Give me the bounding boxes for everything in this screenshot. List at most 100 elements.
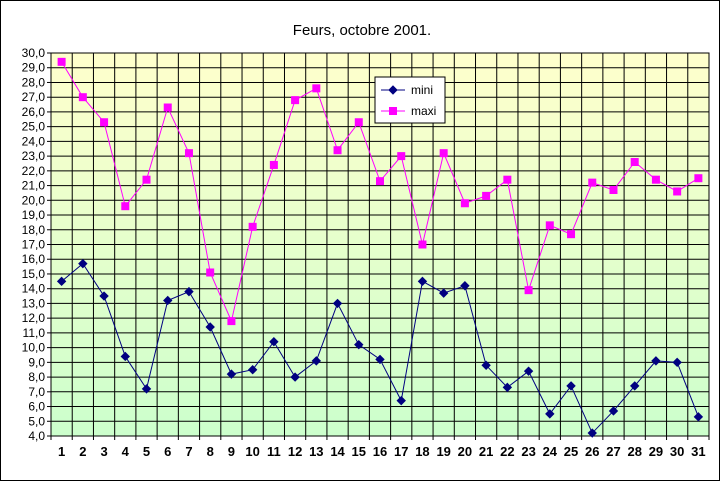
data-point-maxi [269,160,278,169]
data-point-mini [205,322,215,332]
y-tick-label: 18,0 [22,223,46,237]
data-point-mini [311,356,322,366]
x-tick-label: 24 [543,444,558,459]
y-tick-label: 12,0 [22,311,46,325]
data-point-mini [269,337,279,347]
data-point-mini [608,406,619,416]
data-point-maxi [333,146,342,155]
data-point-maxi [163,103,172,112]
data-point-mini [247,365,258,375]
data-point-mini [141,384,152,394]
y-tick-label: 19,0 [22,208,46,222]
y-tick-label: 13,0 [22,296,46,310]
data-point-maxi [609,185,618,194]
x-tick-label: 2 [79,444,86,459]
x-tick-label: 11 [267,444,281,459]
y-tick-label: 22,0 [22,164,46,178]
x-tick-label: 15 [352,444,366,459]
y-tick-label: 10,0 [22,341,46,355]
data-point-maxi [418,240,427,249]
data-point-mini [354,339,364,350]
data-point-mini [78,258,88,269]
data-point-mini [672,357,682,368]
y-tick-label: 8,0 [28,370,45,384]
data-point-maxi [57,57,66,66]
y-tick-label: 24,0 [22,134,46,148]
x-tick-label: 13 [309,444,323,459]
y-tick-label: 16,0 [22,252,46,266]
y-tick-label: 21,0 [22,179,46,193]
series-maxi [57,57,703,326]
data-point-mini [163,295,173,306]
data-point-maxi [545,221,554,230]
data-point-maxi [376,177,384,186]
data-point-mini [693,412,704,422]
x-tick-label: 10 [245,444,259,459]
data-point-mini [460,281,470,291]
data-point-mini [566,381,576,391]
x-tick-label: 16 [373,444,387,459]
data-point-mini [226,369,237,379]
data-point-mini [99,291,109,301]
x-tick-label: 4 [122,444,130,459]
y-tick-label: 7,0 [28,385,45,399]
data-point-maxi [630,158,639,167]
data-point-mini [56,276,67,287]
y-tick-label: 4,0 [28,429,45,443]
x-tick-label: 27 [606,444,620,459]
data-point-maxi [503,175,512,184]
x-tick-label: 19 [436,444,450,459]
y-tick-label: 5,0 [28,414,45,428]
x-tick-label: 28 [627,444,641,459]
data-point-mini [630,381,640,391]
data-point-mini [523,366,534,376]
x-tick-label: 12 [288,444,302,459]
x-tick-label: 30 [670,444,684,459]
data-point-maxi [78,93,87,102]
data-point-maxi [439,149,448,158]
x-tick-label: 1 [58,444,65,459]
data-point-mini [502,382,513,393]
data-point-maxi [694,174,703,183]
legend: mini maxi [374,76,446,124]
y-tick-label: 30,0 [22,46,46,60]
data-point-mini [651,356,661,366]
data-point-mini [375,354,385,365]
y-tick-label: 23,0 [22,149,46,163]
data-point-mini [332,298,343,309]
series-mini [56,258,704,438]
y-tick-label: 28,0 [22,75,46,89]
y-tick-label: 25,0 [22,120,46,134]
plot-border [50,52,710,437]
data-point-maxi [567,230,576,239]
x-tick-label: 18 [415,444,429,459]
data-point-mini [481,360,491,370]
data-point-mini [438,288,449,298]
data-point-maxi [482,191,491,200]
legend-label-mini: mini [411,83,433,97]
x-tick-label: 29 [649,444,663,459]
x-tick-label: 5 [143,444,150,459]
data-point-maxi [100,118,109,127]
data-point-maxi [354,118,363,127]
x-tick-label: 9 [228,444,235,459]
data-point-maxi [397,152,406,161]
data-point-maxi [588,178,597,187]
x-tick-label: 23 [521,444,535,459]
x-tick-label: 26 [585,444,599,459]
x-tick-label: 21 [479,444,493,459]
legend-label-maxi: maxi [411,104,436,118]
data-point-maxi [291,96,300,105]
data-point-maxi [206,268,215,277]
data-point-maxi [651,175,660,184]
data-point-maxi [248,222,257,231]
data-point-mini [417,276,428,287]
y-tick-label: 11,0 [23,326,46,340]
legend-marker-maxi [389,107,397,115]
data-point-mini [396,395,406,406]
chart-title: Feurs, octobre 2001. [293,22,431,39]
y-tick-label: 27,0 [22,90,46,104]
x-tick-label: 31 [691,444,705,459]
y-tick-label: 6,0 [28,400,45,414]
